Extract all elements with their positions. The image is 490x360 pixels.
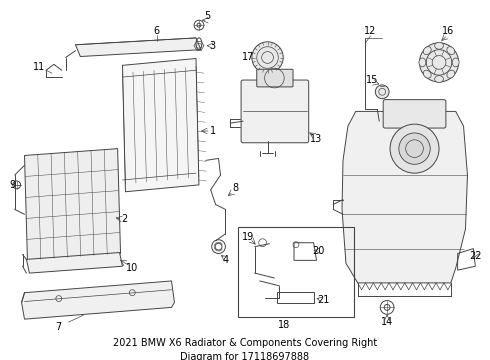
Text: 13: 13 [311, 134, 323, 144]
Ellipse shape [452, 58, 459, 67]
Text: 2: 2 [122, 214, 127, 224]
Text: 10: 10 [126, 263, 139, 273]
Polygon shape [342, 111, 467, 283]
FancyBboxPatch shape [241, 80, 309, 143]
Ellipse shape [419, 58, 426, 67]
Text: 14: 14 [381, 317, 393, 327]
Text: 2021 BMW X6 Radiator & Components Covering Right
Diagram for 17118697888: 2021 BMW X6 Radiator & Components Coveri… [113, 338, 377, 360]
Ellipse shape [447, 70, 455, 78]
Text: 19: 19 [242, 232, 254, 242]
Circle shape [375, 85, 389, 99]
FancyBboxPatch shape [257, 69, 293, 87]
Text: 18: 18 [278, 320, 290, 330]
Bar [238, 227, 354, 317]
Circle shape [252, 42, 283, 73]
Ellipse shape [423, 47, 431, 55]
Text: 3: 3 [210, 41, 216, 51]
Ellipse shape [435, 42, 443, 49]
Text: 22: 22 [469, 251, 482, 261]
Polygon shape [75, 38, 201, 57]
Polygon shape [26, 252, 122, 273]
Text: 1: 1 [210, 126, 216, 136]
Circle shape [399, 133, 430, 164]
Text: 9: 9 [10, 180, 16, 190]
Text: 8: 8 [232, 183, 238, 193]
Text: 15: 15 [366, 75, 379, 85]
Polygon shape [22, 281, 174, 319]
Text: 20: 20 [312, 246, 325, 256]
Text: 7: 7 [56, 322, 62, 332]
Circle shape [419, 43, 459, 82]
Polygon shape [122, 58, 199, 192]
Text: 5: 5 [205, 12, 211, 21]
Text: 4: 4 [222, 255, 228, 265]
Text: 21: 21 [317, 294, 330, 305]
Text: 17: 17 [242, 53, 254, 63]
Polygon shape [24, 149, 121, 260]
Text: 12: 12 [364, 26, 377, 36]
Text: 11: 11 [33, 62, 46, 72]
Ellipse shape [423, 70, 431, 78]
Text: 16: 16 [442, 26, 454, 36]
Ellipse shape [435, 76, 443, 82]
Circle shape [390, 124, 439, 173]
Ellipse shape [447, 47, 455, 55]
FancyBboxPatch shape [383, 100, 446, 128]
Text: 6: 6 [154, 26, 160, 36]
